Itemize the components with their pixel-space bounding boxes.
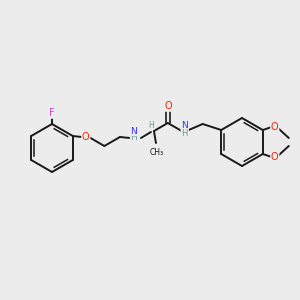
Text: CH₃: CH₃: [150, 148, 164, 157]
Text: N: N: [181, 122, 188, 130]
Text: O: O: [271, 152, 279, 162]
Text: H: H: [130, 134, 137, 142]
Text: F: F: [49, 108, 55, 118]
Text: O: O: [271, 122, 279, 132]
Text: H: H: [148, 121, 154, 130]
Text: O: O: [164, 101, 172, 111]
Text: N: N: [130, 127, 137, 136]
Text: O: O: [82, 132, 90, 142]
Text: H: H: [182, 130, 188, 139]
